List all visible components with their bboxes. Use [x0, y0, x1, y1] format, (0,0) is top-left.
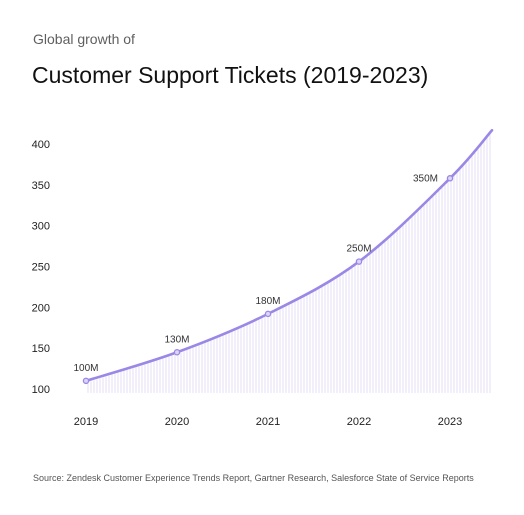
y-tick-label: 300	[32, 221, 50, 233]
data-point-marker	[82, 377, 90, 385]
data-label: 180M	[255, 296, 280, 307]
data-label: 350M	[413, 173, 438, 184]
y-tick-label: 400	[32, 139, 50, 151]
data-point-marker	[173, 348, 181, 356]
data-labels: 100M 130M 180M 250M 350M	[73, 173, 438, 374]
data-markers	[82, 175, 454, 385]
y-tick-label: 350	[32, 180, 50, 192]
chart-subtitle: Global growth of	[33, 31, 135, 47]
x-tick-label: 2021	[256, 416, 280, 428]
y-tick-label: 150	[32, 343, 50, 355]
area-fill-hatching	[87, 134, 491, 393]
x-tick-label: 2022	[347, 416, 371, 428]
y-tick-label: 250	[32, 262, 50, 274]
data-point-marker	[355, 258, 363, 265]
chart-title: Customer Support Tickets (2019-2023)	[32, 62, 429, 88]
x-tick-label: 2023	[438, 416, 462, 428]
data-label: 250M	[346, 244, 371, 255]
x-tick-label: 2020	[165, 416, 189, 428]
x-axis-ticks: 2019 2020 2021 2022 2023	[74, 416, 462, 428]
data-label: 130M	[164, 334, 189, 345]
y-axis-ticks: 400 350 300 250 200 150 100	[32, 139, 50, 396]
y-tick-label: 200	[32, 302, 50, 314]
data-label: 100M	[73, 363, 98, 374]
x-tick-label: 2019	[74, 416, 98, 428]
y-tick-label: 100	[32, 384, 50, 396]
source-note: Source: Zendesk Customer Experience Tren…	[33, 473, 474, 483]
data-point-marker	[446, 175, 454, 182]
data-point-marker	[264, 310, 272, 318]
